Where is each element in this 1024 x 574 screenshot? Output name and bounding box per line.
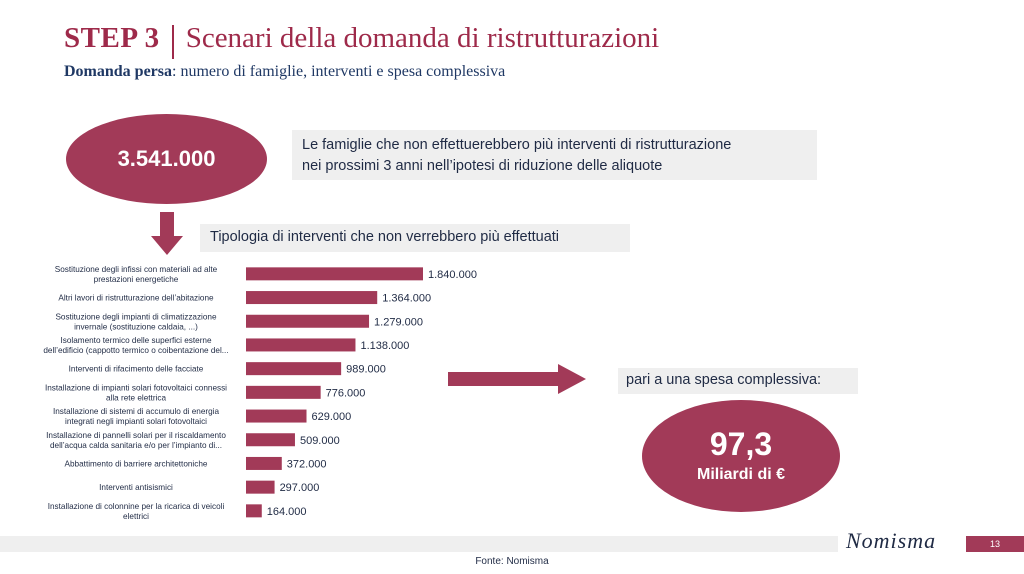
category-label-11-line-2: elettrici [123,512,149,521]
category-label-5-line-1: Interventi di rifacimento delle facciate [69,365,204,374]
value-label-7: 629.000 [312,411,352,423]
page-number: 13 [966,536,1024,552]
step-label: STEP 3 [64,22,160,54]
bar-10 [246,480,275,494]
value-label-1: 1.840.000 [428,269,477,281]
category-label-1-line-2: prestazioni energetiche [94,275,179,284]
bar-7 [246,409,307,423]
category-label-11-line-1: Installazione di colonnine per la ricari… [48,502,225,511]
category-label-9-line-1: Abbattimento di barriere architettoniche [65,459,208,468]
description-line-2: nei prossimi 3 anni nell’ipotesi di ridu… [302,158,663,174]
title-divider [171,25,174,59]
families-description: Le famiglie che non effettuerebbero più … [292,130,817,180]
category-label-7-line-1: Installazione di sistemi di accumulo di … [53,407,220,416]
value-label-10: 297.000 [280,482,320,494]
bar-8 [246,433,295,447]
category-label-7-line-2: integrati negli impianti solari fotovolt… [65,417,207,426]
types-title: Tipologia di interventi che non verrebbe… [200,224,630,252]
bar-9 [246,456,282,470]
bar-3 [246,314,370,328]
bar-2 [246,291,378,305]
spend-unit: Miliardi di € [696,466,785,483]
category-label-6-line-2: alla rete elettrica [106,393,167,402]
footer-band [0,536,838,552]
value-label-4: 1.138.000 [360,340,409,352]
title-text: Scenari della domanda di ristrutturazion… [185,22,660,54]
category-label-4-line-2: dell’edificio (cappotto termico o coiben… [43,346,228,355]
bar-4 [246,338,356,352]
value-label-6: 776.000 [326,387,366,399]
value-label-9: 372.000 [287,458,327,470]
interventions-bar-chart: 1.840.000 Sostituzione degli infissi con … [43,265,477,521]
value-label-3: 1.279.000 [374,316,423,328]
value-label-2: 1.364.000 [382,293,431,305]
category-label-1-line-1: Sostituzione degli infissi con materiali… [55,265,218,274]
page-subtitle: Domanda persa: numero di famiglie, inter… [64,63,505,81]
category-label-3-line-1: Sostituzione degli impianti di climatizz… [55,312,217,321]
source-note: Fonte: Nomisma [475,556,549,567]
category-label-10-line-1: Interventi antisismici [99,483,173,492]
category-label-6-line-1: Installazione di impianti solari fotovol… [45,383,227,392]
families-oval: 3.541.000 [66,114,267,204]
category-label-8-line-2: dell’acqua calda sanitaria e/o per l’imp… [50,441,222,450]
value-label-11: 164.000 [267,506,307,518]
page-title: STEP 3 Scenari della domanda di ristrutt… [64,22,659,62]
subtitle-rest: : numero di famiglie, interventi e spesa… [172,63,506,80]
bar-5 [246,362,342,376]
right-arrow-icon [448,364,586,394]
category-label-8-line-1: Installazione di pannelli solari per il … [46,431,226,440]
spend-label: pari a una spesa complessiva: [618,368,858,394]
bar-11 [246,504,262,518]
families-value: 3.541.000 [117,146,216,171]
description-line-1: Le famiglie che non effettuerebbero più … [302,137,732,153]
spend-oval: 97,3 Miliardi di € [642,400,840,512]
bar-6 [246,385,321,399]
category-label-3-line-2: invernale (sostituzione caldaia, ...) [74,322,198,331]
bar-1 [246,267,423,281]
category-label-4-line-1: Isolamento termico delle superfici ester… [60,336,212,345]
value-label-5: 989.000 [346,364,386,376]
subtitle-bold: Domanda persa [64,63,173,80]
nomisma-logo: Nomisma [846,528,937,553]
spend-value: 97,3 [709,426,773,462]
category-label-2-line-1: Altri lavori di ristrutturazione dell’ab… [58,294,214,303]
down-arrow-icon [151,212,183,255]
value-label-8: 509.000 [300,435,340,447]
